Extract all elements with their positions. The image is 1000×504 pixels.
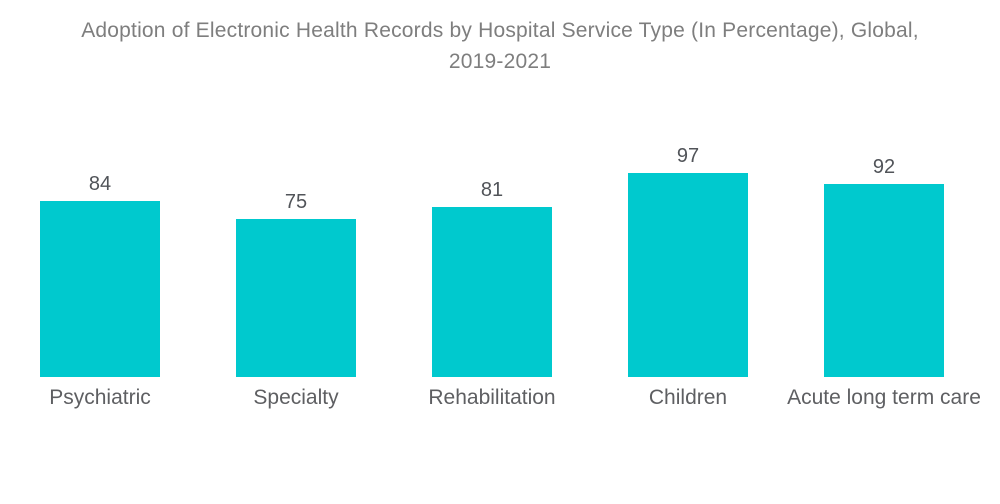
- bar: [40, 201, 160, 377]
- bar-value-label: 97: [676, 145, 700, 167]
- chart-title-line-1: Adoption of Electronic Health Records by…: [81, 19, 919, 42]
- bar: [824, 184, 944, 377]
- chart-title-line-2: 2019-2021: [448, 50, 552, 73]
- bar-column: 97: [590, 120, 786, 377]
- bar-column: 75: [198, 120, 394, 377]
- bar: [432, 207, 552, 377]
- bar-value-label: 75: [284, 191, 308, 213]
- category-label: Psychiatric: [49, 386, 151, 409]
- bar-value-label: 84: [88, 173, 112, 195]
- bar-value-label: 92: [872, 156, 896, 178]
- category-label: Rehabilitation: [428, 386, 556, 409]
- bar: [628, 173, 748, 377]
- category-label: Acute long term care: [787, 386, 981, 409]
- bar-plot-area: 84 75 81 97 92: [2, 120, 982, 377]
- chart-title: Adoption of Electronic Health Records by…: [0, 15, 1000, 77]
- bar-value-label: 81: [480, 179, 504, 201]
- category-label: Children: [648, 386, 728, 409]
- bar: [236, 219, 356, 377]
- category-label: Specialty: [253, 386, 339, 409]
- bar-column: 81: [394, 120, 590, 377]
- category-axis: Psychiatric Specialty Rehabilitation Childr…: [2, 385, 982, 410]
- bar-column: 84: [2, 120, 198, 377]
- bar-column: 92: [786, 120, 982, 377]
